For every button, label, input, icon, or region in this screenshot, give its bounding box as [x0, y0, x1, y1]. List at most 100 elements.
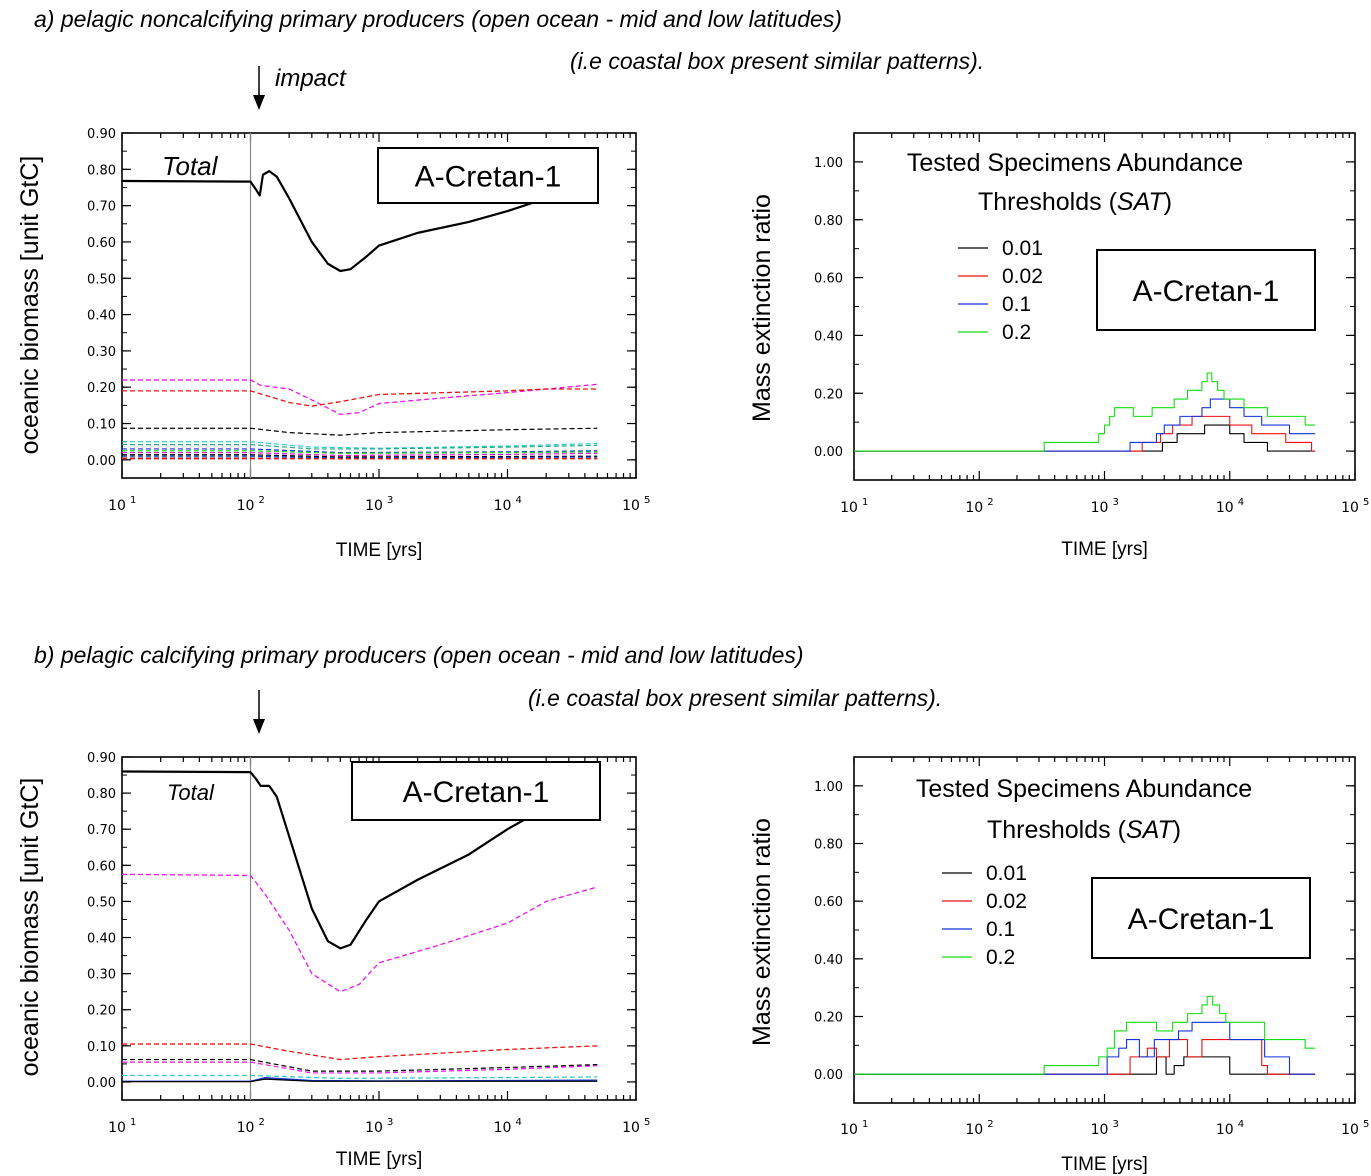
y-tick-label: 0.60 [814, 272, 843, 287]
series-line-black [122, 1058, 598, 1072]
y-tick-label: 0.40 [87, 932, 116, 947]
y-tick-label: 0.20 [87, 381, 116, 396]
x-tick-label: 10 [840, 500, 858, 516]
legend-title-pre: Thresholds ( [978, 188, 1118, 216]
series-line-blue [122, 448, 598, 454]
series-line-red [122, 388, 598, 407]
x-tick-exponent: 3 [387, 495, 393, 506]
y-tick-label: 0.40 [814, 329, 843, 344]
y-tick-label: 0.60 [814, 895, 843, 910]
total-annotation: Total [162, 151, 219, 181]
impact-arrow-a [253, 66, 265, 110]
y-tick-label: 0.80 [87, 163, 116, 178]
y-tick-label: 0.60 [87, 859, 116, 874]
series-line-black [122, 454, 598, 458]
y-tick-label: 0.90 [87, 751, 116, 766]
legend-entry: 0.1 [986, 918, 1015, 941]
y-tick-label: 0.80 [814, 838, 843, 853]
model-label-box [351, 761, 601, 821]
series-line-green [854, 995, 1316, 1075]
y-tick-label: 1.00 [814, 156, 843, 171]
x-tick-label: 10 [965, 1122, 983, 1138]
heading-a-line1: a) pelagic noncalcifying primary produce… [34, 6, 842, 32]
x-tick-exponent: 2 [259, 1117, 265, 1128]
y-tick-label: 0.80 [814, 214, 843, 229]
x-tick-exponent: 5 [644, 495, 650, 506]
y-axis-label: oceanic biomass [unit GtC] [16, 778, 44, 1077]
x-tick-exponent: 2 [987, 497, 993, 508]
model-label: A-Cretan-1 [403, 776, 550, 809]
y-tick-label: 0.50 [87, 272, 116, 287]
legend-title-sat: SAT [1126, 816, 1174, 844]
legend-entry: 0.01 [1002, 237, 1043, 260]
x-tick-label: 10 [1216, 1122, 1234, 1138]
x-tick-exponent: 5 [644, 1117, 650, 1128]
x-tick-exponent: 3 [1113, 497, 1119, 508]
x-tick-exponent: 2 [987, 1119, 993, 1130]
y-tick-label: 0.20 [814, 387, 843, 402]
x-tick-exponent: 5 [1363, 1119, 1369, 1130]
x-tick-label: 10 [237, 498, 255, 514]
y-tick-label: 1.00 [814, 780, 843, 795]
chart-a-biomass: 10 1 10 2 10 3 10 4 10 5 0.90 0.80 0.70 0.60 0.50 0.40 0… [16, 127, 650, 561]
x-tick-label: 10 [1216, 500, 1234, 516]
x-tick-exponent: 3 [387, 1117, 393, 1128]
x-tick-label: 10 [365, 498, 383, 514]
x-tick-exponent: 1 [862, 1119, 868, 1130]
model-label-box [377, 147, 599, 204]
legend-entry: 0.2 [986, 946, 1015, 969]
series-line-blue [854, 398, 1316, 452]
y-tick-label: 0.00 [814, 445, 843, 460]
series-line-cyan [122, 441, 598, 449]
x-tick-label: 10 [840, 1122, 858, 1138]
series-line-black [122, 1078, 598, 1083]
y-tick-label: 0.50 [87, 895, 116, 910]
y-tick-label: 0.40 [814, 953, 843, 968]
total-annotation: Total [167, 780, 215, 805]
y-axis-label: Mass extinction ratio [748, 818, 776, 1046]
model-label-box [1096, 249, 1316, 331]
x-tick-label: 10 [965, 500, 983, 516]
legend-entry: 0.1 [1002, 293, 1031, 316]
y-tick-label: 0.30 [87, 968, 116, 983]
x-tick-label: 10 [622, 1120, 640, 1136]
chart-a-extinction: 10 1 10 2 10 3 10 4 10 5 1.00 0.80 0.60 0.40 0.20 0.00 T… [748, 132, 1369, 560]
model-label: A-Cretan-1 [1133, 275, 1280, 308]
model-label-box [1091, 877, 1311, 959]
y-tick-label: 0.20 [87, 1004, 116, 1019]
legend-title-post: ) [1173, 816, 1181, 844]
series-line-teal [122, 443, 598, 450]
model-label: A-Cretan-1 [415, 160, 562, 193]
series-line-black [121, 770, 598, 950]
x-tick-label: 10 [365, 1120, 383, 1136]
y-tick-label: 0.70 [87, 200, 116, 215]
legend-title-pre: Thresholds ( [987, 816, 1127, 844]
series-line-black [854, 424, 1316, 452]
x-tick-exponent: 2 [259, 495, 265, 506]
legend-title-line1: Tested Specimens Abundance [916, 775, 1252, 803]
x-tick-exponent: 5 [1363, 497, 1369, 508]
y-tick-label: 0.00 [814, 1068, 843, 1083]
y-tick-label: 0.00 [87, 454, 116, 469]
legend-title-line2: Thresholds (SAT) [978, 188, 1172, 216]
series-line-green [854, 372, 1316, 452]
y-tick-label: 0.80 [87, 787, 116, 802]
series-line-cyan [122, 1074, 598, 1079]
impact-arrow-b [253, 690, 265, 734]
y-tick-label: 0.20 [814, 1011, 843, 1026]
series-line-red [854, 1039, 1316, 1075]
heading-b-line2: (i.e coastal box present similar pattern… [528, 685, 942, 711]
series-line-black [121, 170, 598, 273]
legend-entry: 0.01 [986, 862, 1027, 885]
x-tick-exponent: 4 [1238, 1119, 1244, 1130]
x-axis-label: TIME [yrs] [336, 540, 423, 561]
x-tick-label: 10 [108, 1120, 126, 1136]
y-tick-label: 0.60 [87, 236, 116, 251]
x-axis-label: TIME [yrs] [336, 1149, 423, 1170]
x-tick-label: 10 [494, 1120, 512, 1136]
x-tick-exponent: 3 [1113, 1119, 1119, 1130]
x-tick-label: 10 [237, 1120, 255, 1136]
series-line-black [854, 1056, 1316, 1075]
legend-entry: 0.02 [986, 890, 1027, 913]
